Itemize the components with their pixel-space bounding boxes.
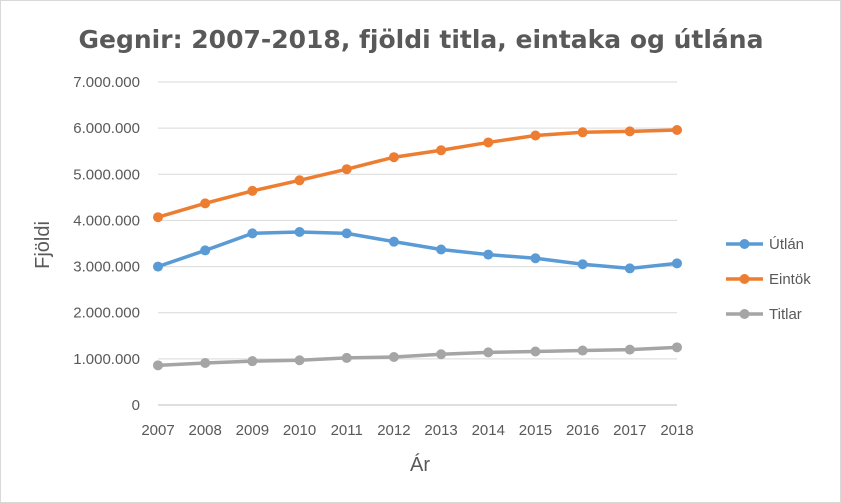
- data-point: [153, 261, 163, 272]
- data-point: [247, 228, 258, 239]
- legend-item: Eintök: [726, 271, 811, 288]
- x-tick-label: 2017: [613, 422, 646, 439]
- data-point: [577, 127, 588, 138]
- legend-label: Titlar: [769, 306, 802, 323]
- series-group: [153, 226, 682, 274]
- data-point: [436, 145, 447, 156]
- data-point: [388, 236, 399, 247]
- data-point: [341, 164, 352, 175]
- x-tick-label: 2008: [188, 422, 221, 439]
- chart-title: Gegnir: 2007-2018, fjöldi titla, eintaka…: [79, 25, 764, 54]
- series-group: [153, 124, 682, 223]
- data-point: [247, 185, 258, 196]
- data-point: [624, 263, 635, 274]
- legend: Útlán Eintök Titlar: [726, 236, 811, 323]
- x-tick-label: 2012: [377, 422, 410, 439]
- data-point: [577, 345, 588, 356]
- y-tick-label: 2.000.000: [73, 305, 140, 322]
- x-tick-label: 2010: [283, 422, 316, 439]
- data-point: [672, 258, 682, 269]
- data-point: [388, 152, 399, 163]
- data-point: [624, 126, 635, 137]
- data-point: [200, 245, 211, 256]
- x-tick-label: 2013: [424, 422, 457, 439]
- data-point: [672, 124, 682, 135]
- data-point: [294, 175, 305, 186]
- x-tick-label: 2018: [660, 422, 693, 439]
- legend-swatch-marker: [739, 309, 750, 319]
- legend-swatch-marker: [739, 274, 750, 284]
- series-line: [156, 128, 679, 219]
- data-point: [530, 130, 541, 141]
- y-tick-label: 0: [132, 397, 140, 414]
- y-tick-label: 6.000.000: [73, 120, 140, 137]
- data-point: [624, 344, 635, 355]
- legend-swatch-marker: [739, 239, 750, 249]
- data-point: [530, 253, 541, 264]
- data-point: [672, 342, 682, 353]
- x-tick-label: 2016: [566, 422, 599, 439]
- y-tick-label: 3.000.000: [73, 259, 140, 276]
- data-point: [247, 356, 258, 367]
- data-point: [388, 352, 399, 363]
- data-point: [341, 352, 352, 363]
- x-axis-ticks: 2007 2008 2009 2010 2011 2012 2013 2014 2015 2016…: [141, 422, 693, 439]
- series-line: [156, 345, 679, 368]
- x-tick-label: 2009: [236, 422, 269, 439]
- gridlines: [158, 81, 677, 406]
- data-point: [577, 259, 588, 270]
- y-tick-label: 7.000.000: [73, 74, 140, 91]
- x-tick-label: 2015: [519, 422, 552, 439]
- series-lines: [153, 124, 682, 371]
- data-point: [483, 137, 494, 148]
- legend-label: Útlán: [769, 236, 804, 253]
- x-axis-label: Ár: [410, 453, 430, 476]
- data-point: [483, 249, 494, 260]
- series-line: [156, 230, 679, 271]
- data-point: [294, 355, 305, 366]
- series-group: [153, 342, 682, 371]
- x-tick-label: 2011: [331, 422, 363, 439]
- x-tick-label: 2014: [472, 422, 505, 439]
- data-point: [436, 349, 447, 360]
- data-point: [530, 346, 541, 357]
- legend-item: Útlán: [726, 236, 804, 253]
- legend-item: Titlar: [726, 306, 802, 323]
- data-point: [294, 226, 305, 237]
- y-axis-label: Fjöldi: [32, 221, 54, 269]
- y-tick-label: 1.000.000: [73, 351, 140, 368]
- data-point: [483, 347, 494, 358]
- data-point: [200, 198, 211, 209]
- data-point: [200, 358, 211, 369]
- x-tick-label: 2007: [141, 422, 174, 439]
- data-point: [341, 228, 352, 239]
- data-point: [436, 244, 447, 255]
- legend-label: Eintök: [769, 271, 811, 288]
- y-axis-ticks: 0 1.000.000 2.000.000 3.000.000 4.000.000 5.0…: [73, 74, 140, 414]
- y-tick-label: 4.000.000: [73, 212, 140, 229]
- data-point: [153, 212, 163, 223]
- data-point: [153, 360, 163, 371]
- y-tick-label: 5.000.000: [73, 166, 140, 183]
